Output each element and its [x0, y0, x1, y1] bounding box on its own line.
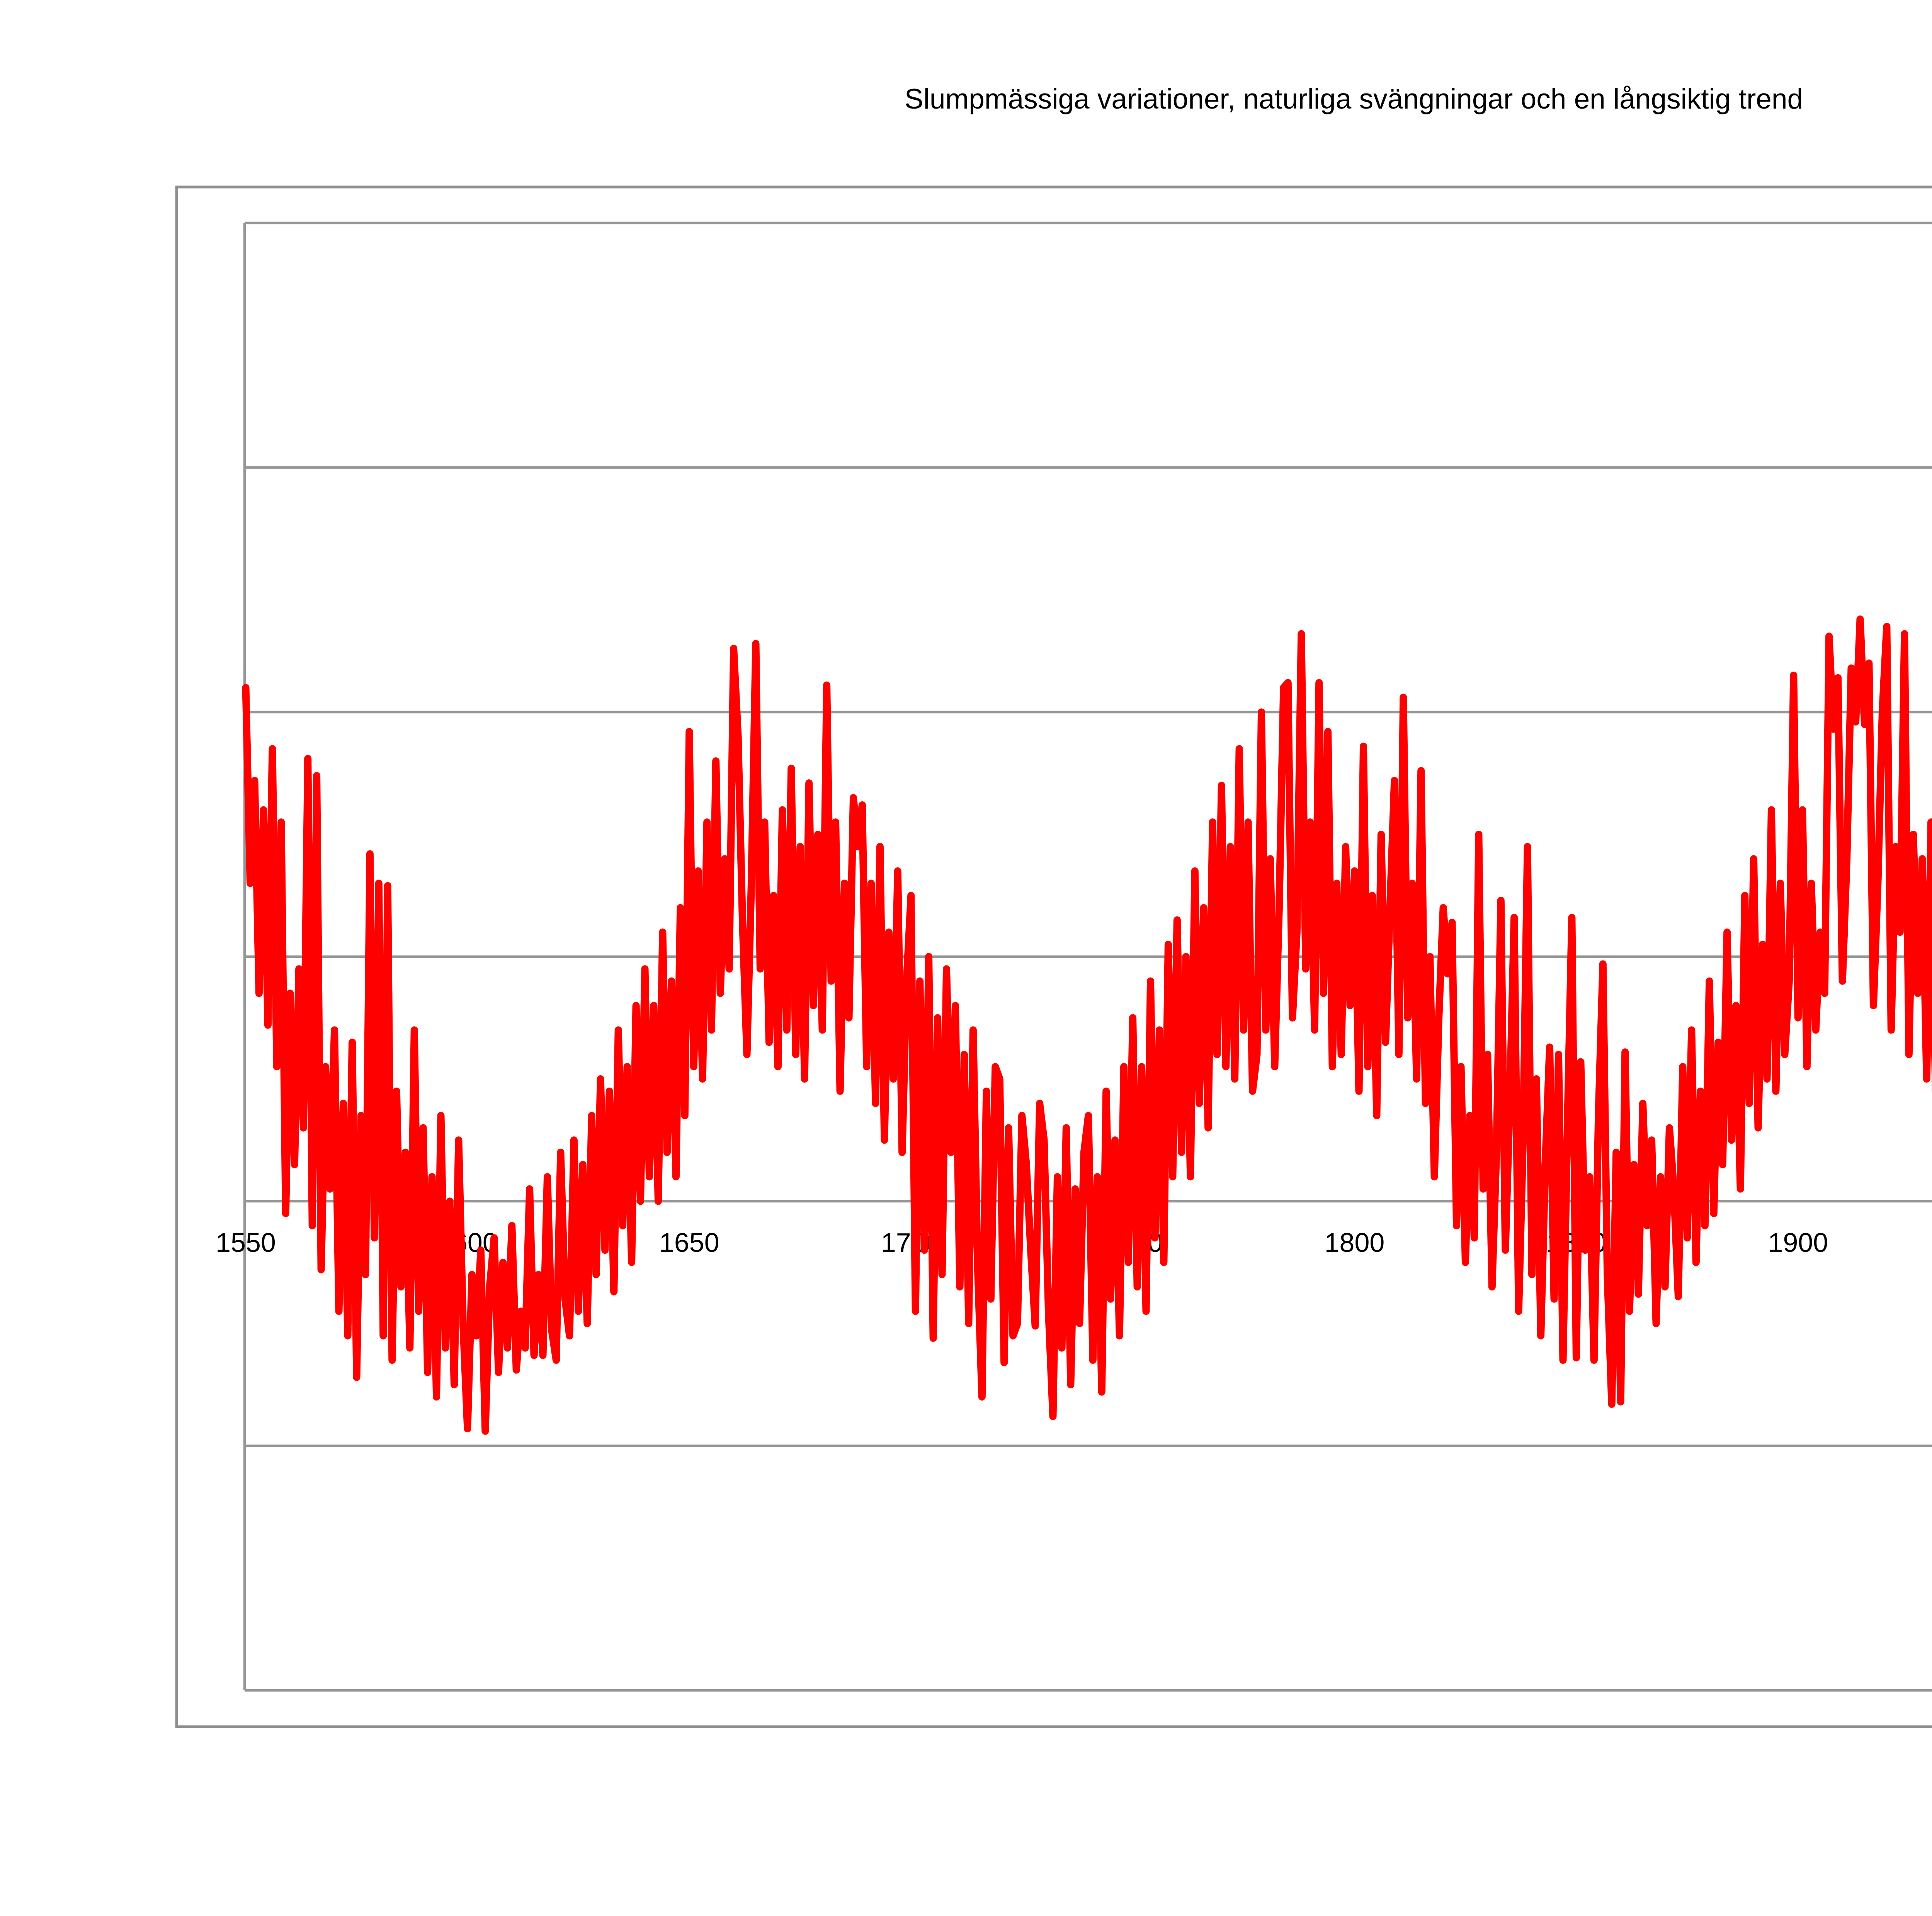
x-axis-label: 1900: [1768, 1227, 1828, 1258]
data-series-line: [242, 615, 1932, 1435]
x-axis-label: 1550: [216, 1227, 276, 1258]
x-axis-label: 1800: [1325, 1227, 1385, 1258]
chart-title: Slumpmässiga variationer, naturliga svän…: [904, 83, 1803, 115]
x-axis-label: 1650: [659, 1227, 719, 1258]
plot-border: [175, 185, 1932, 1728]
